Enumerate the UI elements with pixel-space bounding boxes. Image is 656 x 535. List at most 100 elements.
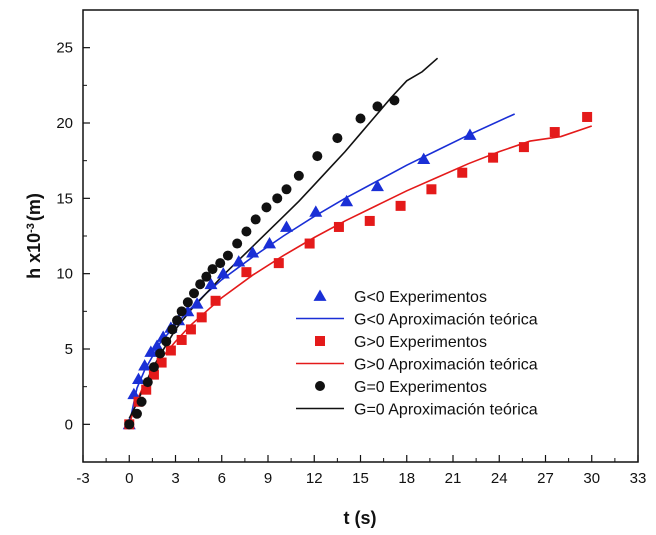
x-tick-label: 12 bbox=[306, 470, 323, 487]
legend-marker-swatch bbox=[315, 381, 325, 391]
legend-item: G=0 Experimentos bbox=[315, 379, 487, 396]
data-point bbox=[488, 152, 499, 163]
data-point bbox=[340, 194, 354, 207]
x-axis-title: t (s) bbox=[344, 508, 377, 528]
data-point bbox=[190, 297, 204, 309]
data-point bbox=[156, 357, 167, 368]
x-tick-label: 18 bbox=[398, 470, 415, 487]
data-point bbox=[246, 246, 260, 258]
data-point bbox=[241, 226, 252, 237]
data-point bbox=[207, 264, 218, 275]
data-point bbox=[196, 312, 207, 323]
data-point bbox=[148, 369, 159, 380]
data-point bbox=[185, 324, 196, 335]
data-point bbox=[395, 200, 406, 211]
legend-label: G=0 Aproximación teórica bbox=[354, 402, 538, 419]
data-point bbox=[201, 271, 212, 282]
data-point bbox=[582, 111, 593, 122]
data-point bbox=[142, 377, 153, 388]
x-tick-label: -3 bbox=[76, 470, 89, 487]
data-point bbox=[131, 408, 142, 419]
legend-item: G<0 Experimentos bbox=[313, 289, 487, 306]
x-tick-label: 30 bbox=[583, 470, 600, 487]
data-point bbox=[176, 334, 187, 345]
series-points-4 bbox=[124, 95, 400, 430]
series-points-2 bbox=[124, 111, 593, 430]
x-tick-label: 15 bbox=[352, 470, 369, 487]
data-point bbox=[155, 348, 166, 359]
x-tick-label: 33 bbox=[630, 470, 647, 487]
data-point bbox=[182, 297, 193, 308]
legend-item: G>0 Aproximación teórica bbox=[296, 357, 538, 374]
data-point bbox=[261, 202, 272, 213]
data-point bbox=[216, 267, 230, 279]
y-tick-label: 10 bbox=[56, 266, 73, 283]
x-tick-label: 0 bbox=[125, 470, 133, 487]
legend-label: G>0 Experimentos bbox=[354, 334, 487, 351]
y-axis-title-suffix: (m) bbox=[24, 193, 44, 221]
data-point bbox=[312, 151, 323, 162]
x-axis: -3 0 3 6 9 12 15 18 21 24 27 30 33 bbox=[76, 455, 646, 487]
data-point bbox=[463, 128, 477, 140]
data-point bbox=[232, 255, 246, 267]
x-tick-label: 6 bbox=[218, 470, 226, 487]
data-point bbox=[333, 221, 344, 232]
data-point bbox=[150, 339, 164, 351]
data-point bbox=[144, 345, 158, 357]
y-tick-label: 15 bbox=[56, 190, 73, 207]
legend-label: G=0 Experimentos bbox=[354, 379, 487, 396]
y-tick-label: 0 bbox=[65, 416, 73, 433]
data-point bbox=[136, 396, 147, 407]
data-point bbox=[389, 95, 400, 106]
marker-layer bbox=[122, 95, 593, 430]
data-point bbox=[195, 279, 206, 290]
data-point bbox=[176, 306, 187, 317]
data-point bbox=[426, 184, 437, 195]
data-point bbox=[132, 372, 145, 385]
data-point bbox=[138, 359, 152, 371]
data-point bbox=[189, 288, 199, 299]
data-point bbox=[141, 384, 152, 395]
data-point bbox=[204, 277, 218, 290]
data-point bbox=[364, 215, 375, 226]
data-point bbox=[161, 336, 172, 347]
x-tick-label: 21 bbox=[445, 470, 462, 487]
data-point bbox=[355, 113, 366, 124]
plot-area bbox=[122, 57, 593, 430]
y-axis-title-superscript: -3 bbox=[25, 223, 37, 233]
x-tick-label: 9 bbox=[264, 470, 272, 487]
data-point bbox=[332, 133, 343, 144]
legend-item: G<0 Aproximación teórica bbox=[296, 312, 538, 329]
data-point bbox=[222, 250, 233, 261]
y-axis-title: h x10-3 (m) bbox=[24, 193, 44, 279]
data-point bbox=[273, 258, 284, 269]
data-point bbox=[148, 362, 159, 373]
data-point bbox=[210, 295, 221, 306]
data-point bbox=[280, 220, 293, 232]
data-point bbox=[167, 324, 178, 335]
y-tick-label: 25 bbox=[56, 40, 73, 57]
legend-label: G<0 Experimentos bbox=[354, 289, 487, 306]
data-point bbox=[457, 167, 468, 178]
legend: G<0 Experimentos G<0 Aproximación teórica… bbox=[296, 289, 538, 419]
data-point bbox=[127, 387, 141, 400]
data-point bbox=[172, 315, 183, 326]
y-tick-label: 5 bbox=[65, 341, 73, 358]
y-tick-label: 20 bbox=[56, 115, 73, 132]
y-axis: 0 5 10 15 20 25 bbox=[56, 40, 90, 433]
x-tick-label: 24 bbox=[491, 470, 508, 487]
data-point bbox=[549, 127, 560, 138]
legend-marker-swatch bbox=[313, 289, 327, 301]
data-point bbox=[215, 258, 226, 269]
legend-item: G>0 Experimentos bbox=[315, 334, 487, 351]
legend-label: G<0 Aproximación teórica bbox=[354, 312, 538, 329]
y-axis-title-prefix: h x10 bbox=[24, 233, 44, 279]
legend-label: G>0 Aproximación teórica bbox=[354, 357, 538, 374]
data-point bbox=[304, 238, 315, 249]
data-point bbox=[518, 142, 529, 153]
data-point bbox=[250, 214, 261, 225]
legend-marker-swatch bbox=[315, 336, 325, 346]
